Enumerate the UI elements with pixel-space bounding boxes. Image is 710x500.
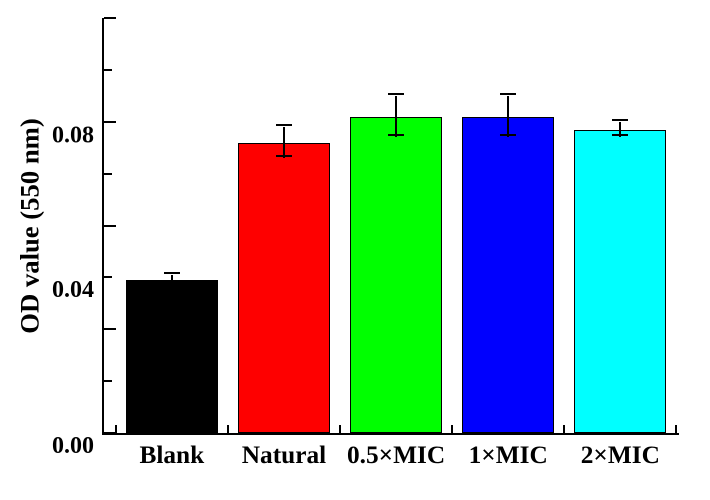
y-tick-major — [104, 328, 116, 330]
x-tick-minor — [115, 425, 117, 433]
x-tick-label: 0.5×MIC — [347, 433, 445, 470]
y-axis-label: OD value (550 nm) — [15, 118, 46, 333]
x-tick-minor — [339, 425, 341, 433]
x-tick-label: 2×MIC — [581, 433, 660, 470]
error-bar-cap — [612, 119, 628, 121]
error-bar-cap — [276, 124, 292, 126]
y-tick-minor — [104, 173, 112, 175]
error-bar-cap — [612, 134, 628, 136]
bar-chart-figure: 0.000.040.080.120.16BlankNatural0.5×MIC1… — [0, 0, 710, 500]
y-tick-minor — [104, 276, 112, 278]
bar — [462, 117, 554, 433]
bars-layer — [104, 18, 679, 433]
y-tick-minor — [104, 69, 112, 71]
y-tick-major — [104, 17, 116, 19]
x-tick-minor — [563, 425, 565, 433]
x-tick-minor — [227, 425, 229, 433]
error-bar-line — [395, 96, 397, 138]
x-tick-minor — [451, 425, 453, 433]
bar — [238, 143, 330, 434]
error-bar-line — [507, 96, 509, 138]
error-bar-line — [283, 127, 285, 158]
x-tick-label: Natural — [242, 433, 326, 470]
y-tick-major — [104, 121, 116, 123]
error-bar-cap — [164, 272, 180, 274]
error-bar-cap — [388, 93, 404, 95]
x-tick-minor — [675, 425, 677, 433]
bar — [574, 130, 666, 433]
x-tick-label: Blank — [139, 433, 204, 470]
error-bar-cap — [500, 93, 516, 95]
error-bar-cap — [276, 155, 292, 157]
y-tick-minor — [104, 380, 112, 382]
y-tick-major — [104, 225, 116, 227]
error-bar-cap — [388, 134, 404, 136]
error-bar-cap — [164, 282, 180, 284]
plot-area: 0.000.040.080.120.16BlankNatural0.5×MIC1… — [102, 18, 679, 435]
x-tick-label: 1×MIC — [469, 433, 548, 470]
y-tick-label: 0.16 — [52, 0, 104, 226]
bar — [350, 117, 442, 433]
bar — [126, 280, 218, 433]
error-bar-cap — [500, 134, 516, 136]
